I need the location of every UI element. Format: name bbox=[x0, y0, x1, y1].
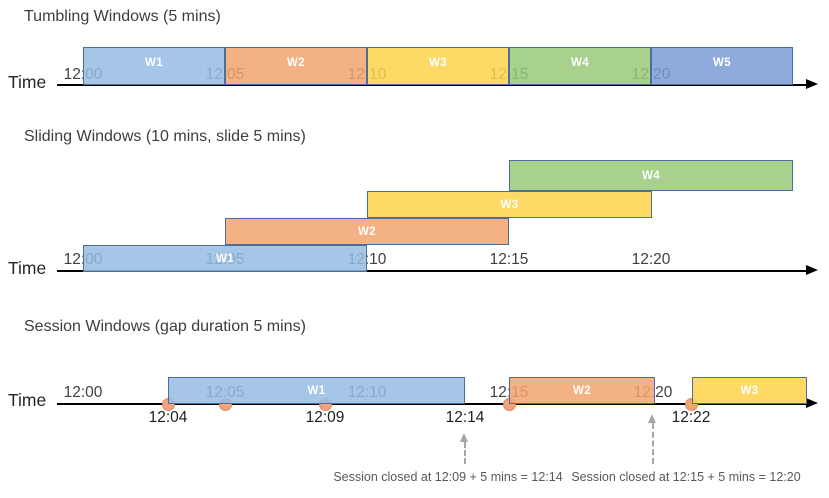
session-time-axis-label: Time bbox=[8, 390, 47, 410]
tumbling-window-w4: W4 bbox=[509, 47, 651, 85]
event-time-label-1204: 12:04 bbox=[148, 409, 188, 426]
sliding-window-w4: W4 bbox=[509, 160, 793, 191]
window-label: W5 bbox=[712, 56, 732, 69]
window-label: W2 bbox=[286, 56, 306, 69]
event-time-label-1222: 12:22 bbox=[671, 409, 711, 426]
dashed-up-arrow-icon bbox=[460, 433, 468, 442]
session-section-title: Session Windows (gap duration 5 mins) bbox=[24, 318, 306, 335]
sliding-window-w1: W1 bbox=[83, 245, 367, 272]
session-closed-annotation-2: Session closed at 12:15 + 5 mins = 12:20 bbox=[571, 470, 801, 484]
window-label: W2 bbox=[357, 225, 377, 238]
session-closed-annotation-1: Session closed at 12:09 + 5 mins = 12:14 bbox=[333, 470, 563, 484]
window-label: W3 bbox=[740, 384, 759, 397]
window-label: W1 bbox=[215, 252, 235, 265]
sliding-window-w2: W2 bbox=[225, 218, 509, 245]
window-label: W1 bbox=[144, 56, 164, 69]
tumbling-axis-arrowhead-icon bbox=[806, 79, 818, 89]
dashed-up-arrow-icon bbox=[648, 414, 656, 423]
event-time-label-1209: 12:09 bbox=[305, 409, 345, 426]
sliding-section-title: Sliding Windows (10 mins, slide 5 mins) bbox=[24, 128, 306, 145]
sliding-time-axis-label: Time bbox=[8, 258, 47, 278]
dashed-arrow-line bbox=[652, 423, 654, 464]
tumbling-window-w2: W2 bbox=[225, 47, 367, 85]
session-window-w2: W2 bbox=[509, 377, 655, 404]
window-label: W4 bbox=[570, 56, 590, 69]
session-axis-arrowhead-icon bbox=[806, 398, 818, 408]
tumbling-time-axis bbox=[57, 84, 808, 86]
session-window-w3: W3 bbox=[692, 377, 807, 404]
tumbling-window-w3: W3 bbox=[367, 47, 509, 85]
window-label: W2 bbox=[572, 384, 592, 397]
tumbling-window-w5: W5 bbox=[651, 47, 793, 85]
window-label: W3 bbox=[428, 56, 448, 69]
tumbling-window-w1: W1 bbox=[83, 47, 225, 85]
session-tick-1200: 12:00 bbox=[63, 384, 103, 401]
window-label: W3 bbox=[500, 198, 519, 211]
sliding-axis-arrowhead-icon bbox=[806, 265, 818, 275]
window-label: W1 bbox=[307, 384, 326, 397]
sliding-time-axis bbox=[57, 270, 808, 272]
tumbling-time-axis-label: Time bbox=[8, 72, 47, 92]
sliding-window-w3: W3 bbox=[367, 191, 652, 218]
event-time-label-1214: 12:14 bbox=[445, 409, 485, 426]
window-label: W4 bbox=[641, 169, 661, 182]
session-time-axis bbox=[57, 403, 808, 405]
sliding-tick-1215: 12:15 bbox=[489, 251, 529, 268]
dashed-arrow-line bbox=[464, 442, 466, 464]
session-window-w1: W1 bbox=[168, 377, 465, 404]
tumbling-section-title: Tumbling Windows (5 mins) bbox=[24, 8, 221, 25]
sliding-tick-1220: 12:20 bbox=[631, 251, 671, 268]
